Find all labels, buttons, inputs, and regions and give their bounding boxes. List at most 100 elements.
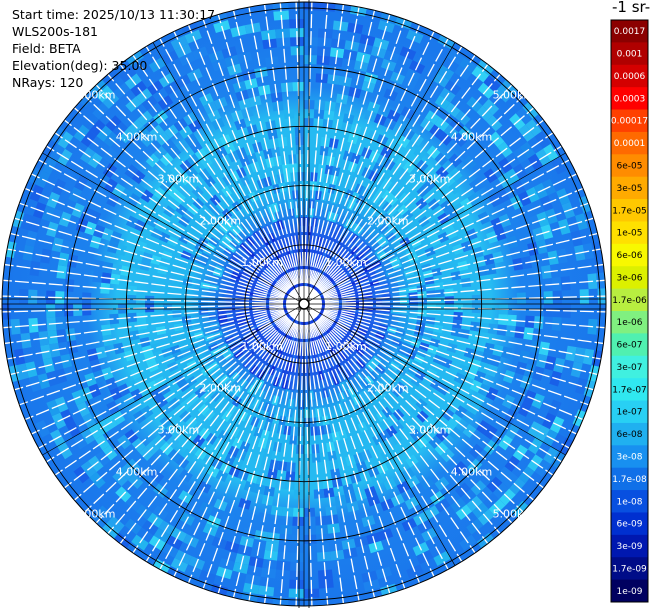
ray-gap — [263, 4, 305, 301]
range-bin — [150, 342, 162, 354]
ray-gap — [306, 305, 544, 489]
range-bin — [453, 372, 466, 385]
colorbar-unit-label: -1 sr- — [612, 0, 650, 16]
ray-gap — [202, 19, 304, 301]
range-bin — [450, 327, 462, 338]
colorbar-swatch — [611, 333, 648, 357]
range-bin — [454, 405, 468, 419]
ray-gap — [306, 73, 501, 302]
ray-gap — [307, 159, 570, 303]
ray-gap — [307, 173, 577, 303]
range-bin — [158, 231, 171, 243]
ray-gap — [305, 307, 449, 570]
outer-ring — [1, 1, 607, 607]
ray-gap — [2, 295, 301, 305]
range-bin — [155, 395, 169, 409]
range-bin — [459, 197, 473, 211]
range-bin — [453, 311, 463, 321]
ray-gap — [6, 304, 301, 360]
ray-gap — [31, 173, 301, 303]
colorbar-tick-label: 1e-05 — [617, 229, 643, 239]
azimuth-spoke — [42, 152, 305, 305]
range-bin — [206, 465, 220, 478]
ray-gap — [307, 232, 598, 304]
ray-gap — [305, 307, 463, 562]
ring-label: 1.00km — [241, 256, 283, 269]
azimuth-spoke — [303, 303, 566, 456]
range-bin — [323, 110, 335, 121]
ray-gap — [304, 14, 391, 301]
ray-gap — [187, 24, 304, 301]
range-bin — [262, 448, 273, 460]
ray-gap — [307, 202, 589, 304]
range-bin — [446, 342, 458, 354]
azimuth-spoke — [303, 42, 456, 305]
ray-gap — [305, 46, 463, 301]
ray-gap — [307, 304, 594, 391]
range-bin — [327, 146, 338, 158]
range-bin — [140, 189, 154, 203]
ray-gap — [4, 263, 301, 305]
range-bin — [477, 361, 490, 374]
azimuth-spoke — [152, 303, 305, 566]
range-bin — [442, 421, 456, 435]
colorbar-tick-label: 3e-08 — [617, 453, 643, 463]
ray-gap — [304, 24, 421, 301]
ray-gap — [303, 307, 345, 604]
range-bin — [463, 347, 475, 359]
colorbar-tick-label: 0.0001 — [614, 139, 646, 149]
range-bin — [239, 441, 251, 453]
ray-gap — [307, 304, 584, 421]
ray-gap — [305, 54, 476, 302]
range-bin — [452, 319, 463, 329]
range-bin — [145, 304, 155, 313]
colorbar-tick-label: 1.7e-05 — [612, 206, 647, 216]
range-bin — [127, 285, 137, 296]
range-bin — [395, 155, 409, 169]
ray-gap — [187, 307, 304, 584]
range-bin — [223, 142, 236, 155]
range-bin — [199, 155, 213, 169]
colorbar-tick-label: 1.7e-08 — [612, 475, 647, 485]
ray-gap — [305, 38, 449, 301]
range-bin — [437, 231, 450, 243]
colorbar-swatch — [611, 109, 648, 133]
ray-gap — [306, 119, 544, 303]
colorbar-swatch — [611, 64, 648, 88]
ray-gap — [303, 4, 345, 301]
range-bin — [469, 379, 483, 393]
ray-gap — [84, 95, 302, 302]
ray-gap — [307, 217, 594, 304]
range-bin — [405, 454, 419, 468]
range-bin — [295, 145, 304, 155]
colorbar-tick-label: 6e-08 — [617, 430, 643, 440]
grid-lines — [0, 0, 607, 608]
colorbar-tick-label: 0.00017 — [611, 117, 648, 127]
range-bin — [125, 379, 139, 393]
ring-label: 1.00km — [325, 340, 367, 353]
range-bin — [313, 109, 325, 120]
ray-gap — [132, 54, 303, 302]
range-bin — [442, 173, 456, 187]
colorbar-swatch — [611, 199, 648, 222]
ray-gap — [307, 304, 598, 376]
range-bin — [323, 487, 335, 498]
ring-label: 3.00km — [158, 172, 200, 185]
ray-gap — [307, 279, 606, 305]
instrument-label: WLS200s-181 — [12, 24, 98, 39]
colorbar-tick-label: 1e-08 — [617, 497, 643, 507]
field-label: Field: BETA — [12, 41, 81, 56]
ring-labels: 1.00km 1.00km 1.00km 1.00km 2.00km 2.00km 2.00… — [74, 89, 534, 521]
range-bin — [313, 488, 325, 499]
ray-gap — [145, 307, 303, 562]
ray-gap — [24, 187, 301, 304]
colorbar-swatch — [611, 445, 648, 469]
ring-label: 4.00km — [451, 465, 493, 478]
ray-gap — [304, 307, 391, 594]
range-bin — [267, 468, 278, 479]
colorbar-swatch — [611, 311, 648, 334]
ring-label: 2.00km — [367, 382, 409, 395]
ray-gap — [305, 306, 489, 544]
range-bin — [110, 273, 121, 285]
ray-gap — [73, 107, 302, 302]
